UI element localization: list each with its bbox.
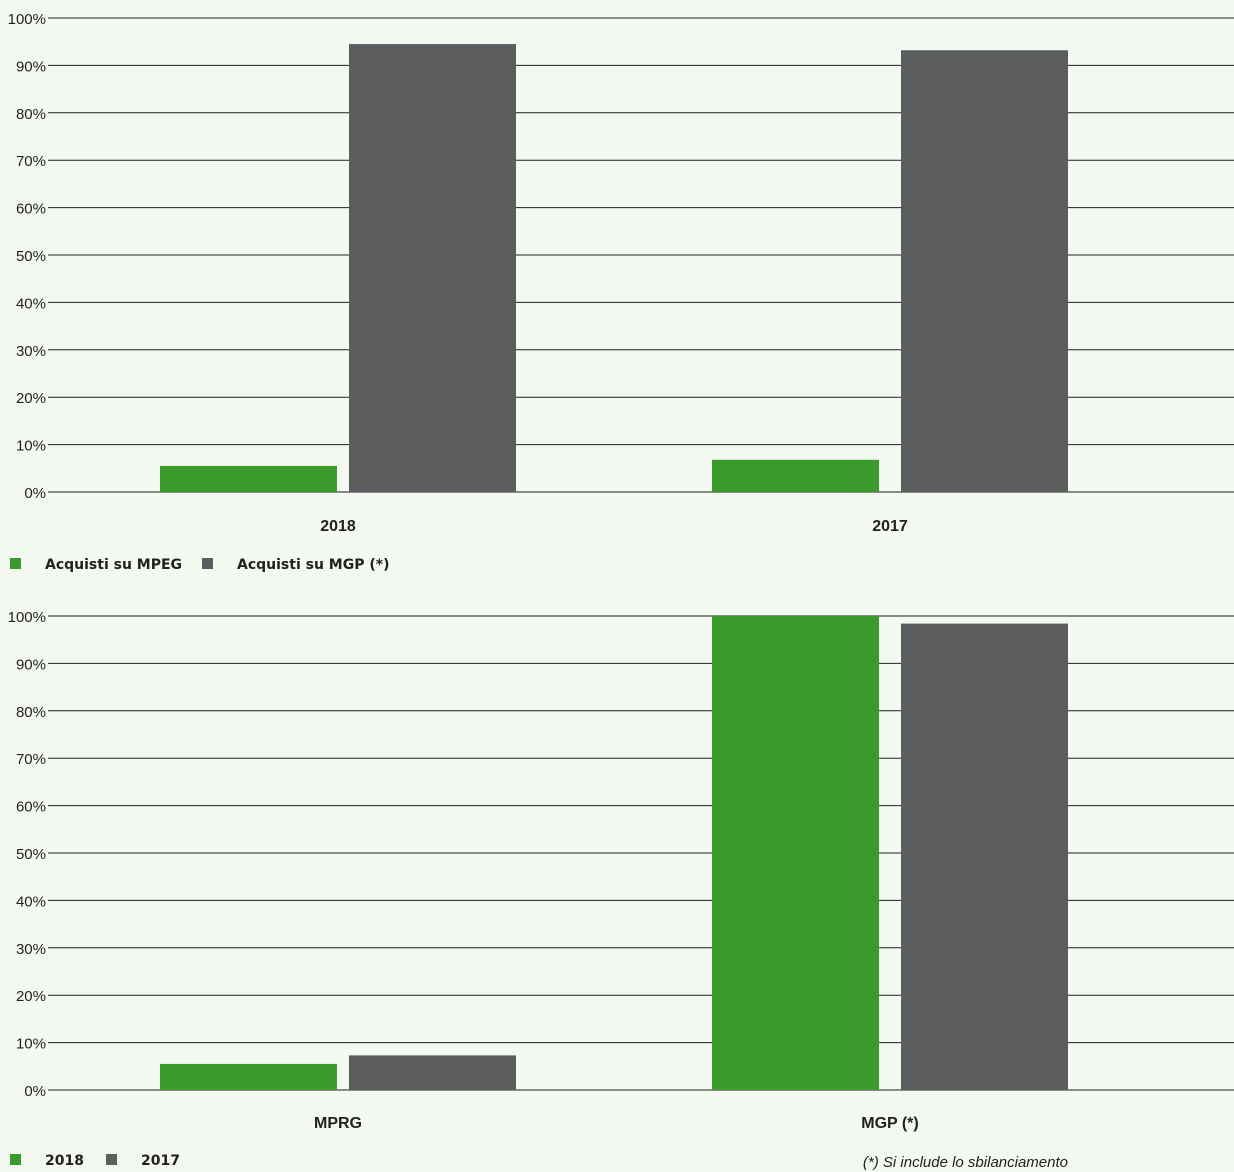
footnote: (*) Si include lo sbilanciamento (863, 1154, 1068, 1171)
y-tick-label: 40% (16, 893, 46, 910)
y-tick-label: 0% (24, 1083, 46, 1100)
bar-mgp-2018 (712, 616, 879, 1090)
x-category-label: MPRG (314, 1115, 362, 1132)
bar-2018-acquisti-su-mgp (349, 44, 516, 492)
y-tick-label: 90% (16, 656, 46, 673)
y-tick-label: 20% (16, 988, 46, 1005)
legend-swatch-2017 (106, 1154, 117, 1165)
legend-1: Acquisti su MPEG Acquisti su MGP (*) (10, 557, 389, 573)
y-tick-label: 60% (16, 799, 46, 816)
y-tick-label: 10% (16, 1036, 46, 1053)
x-category-label: MGP (*) (861, 1115, 918, 1132)
legend-label-2017: 2017 (141, 1153, 180, 1169)
bar-2018-acquisti-su-mpeg (160, 465, 337, 492)
y-tick-label: 70% (16, 153, 46, 170)
bar-2017-acquisti-su-mgp (901, 50, 1068, 493)
bar-mprg-2017 (349, 1055, 516, 1090)
y-tick-label: 50% (16, 248, 46, 265)
y-tick-label: 10% (16, 438, 46, 455)
legend-label-acquisti-mpeg: Acquisti su MPEG (45, 557, 182, 573)
chart-1: 0% 10% 20% 30% 40% 50% 60% 70% 80% 90% 100% 2018 201… (8, 11, 1234, 535)
y-tick-label: 20% (16, 390, 46, 407)
y-tick-label: 40% (16, 295, 46, 312)
y-tick-label: 0% (24, 485, 46, 502)
y-tick-label: 80% (16, 704, 46, 721)
legend-swatch-2018 (10, 1154, 21, 1165)
legend-label-2018: 2018 (45, 1153, 84, 1169)
bar-mgp-2017 (901, 623, 1068, 1090)
y-tick-label: 30% (16, 941, 46, 958)
y-tick-label: 60% (16, 201, 46, 218)
y-tick-label: 100% (8, 11, 46, 28)
legend-2: 2018 2017 (*) Si include lo sbilanciamen… (10, 1153, 1068, 1171)
y-tick-label: 70% (16, 751, 46, 768)
y-tick-label: 100% (8, 609, 46, 626)
bar-mprg-2018 (160, 1063, 337, 1090)
y-tick-label: 50% (16, 846, 46, 863)
chart-2: 0% 10% 20% 30% 40% 50% 60% 70% 80% 90% 100% MPRG MGP… (8, 609, 1234, 1132)
legend-swatch-acquisti-mpeg (10, 558, 21, 569)
y-tick-label: 80% (16, 106, 46, 123)
y-tick-label: 30% (16, 343, 46, 360)
x-category-label: 2018 (320, 518, 356, 535)
x-category-label: 2017 (872, 518, 908, 535)
bar-2017-acquisti-su-mpeg (712, 459, 879, 492)
legend-label-acquisti-mgp: Acquisti su MGP (*) (237, 557, 389, 573)
y-tick-label: 90% (16, 58, 46, 75)
legend-swatch-acquisti-mgp (202, 558, 213, 569)
